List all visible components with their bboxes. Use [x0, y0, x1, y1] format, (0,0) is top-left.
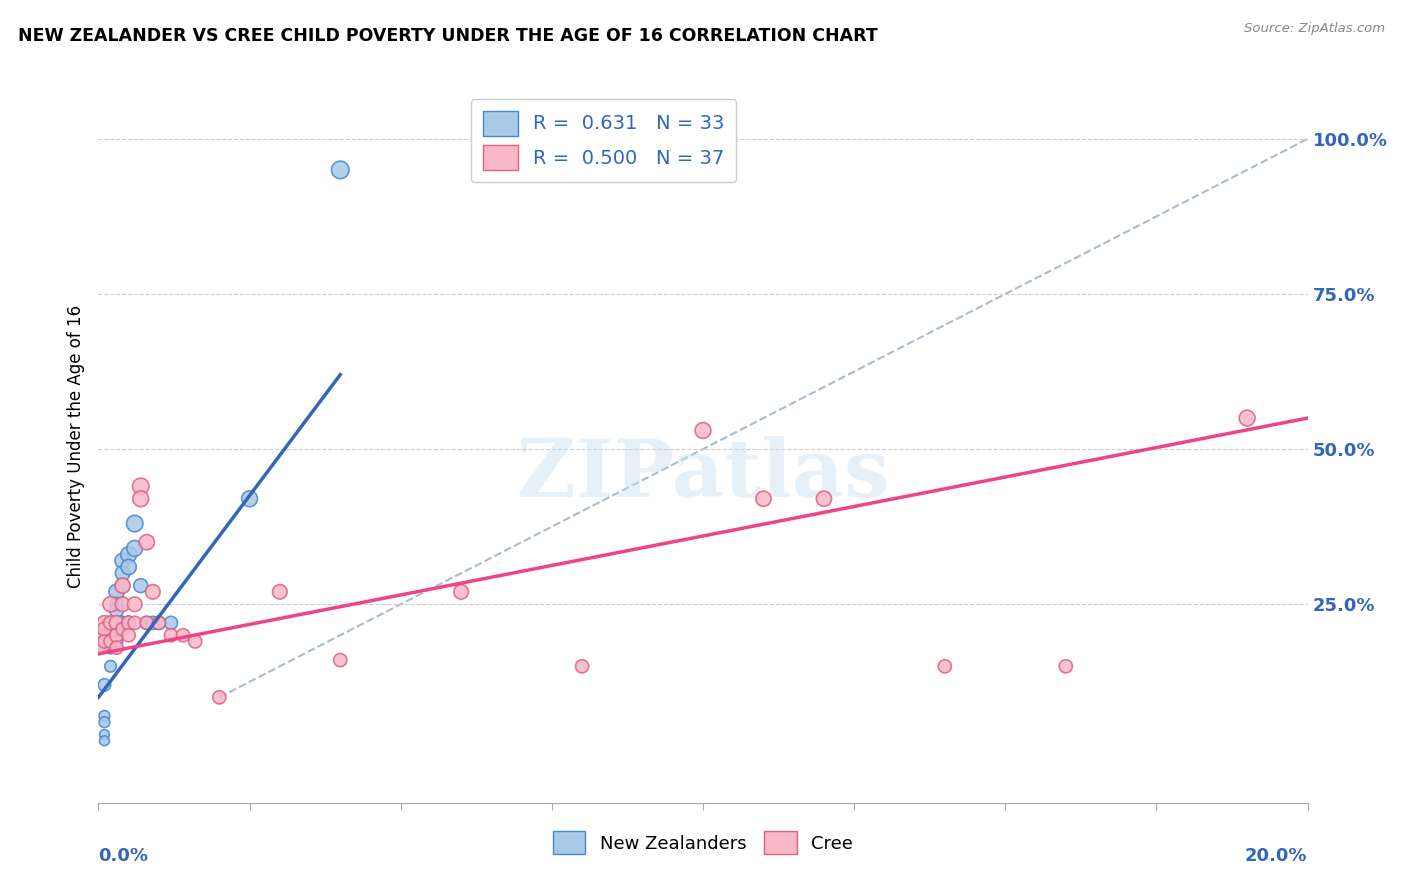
Point [87, 634, 110, 648]
Point [118, 615, 141, 630]
Point [1054, 659, 1077, 673]
Point [329, 653, 352, 667]
Point [142, 615, 165, 630]
Point [93, 709, 115, 723]
Point [129, 491, 152, 506]
Point [129, 479, 152, 493]
Point [100, 634, 122, 648]
Point [111, 554, 134, 568]
Point [93, 715, 115, 730]
Point [100, 659, 122, 673]
Point [148, 615, 170, 630]
Point [93, 622, 115, 636]
Point [93, 615, 115, 630]
Point [124, 615, 146, 630]
Point [135, 615, 157, 630]
Point [105, 628, 128, 642]
Point [160, 615, 183, 630]
Point [111, 622, 134, 636]
Point [118, 628, 141, 642]
Point [105, 615, 128, 630]
Point [239, 491, 262, 506]
Point [208, 690, 231, 705]
Point [118, 548, 141, 562]
Point [105, 597, 128, 611]
Point [934, 659, 956, 673]
Point [100, 634, 122, 648]
Point [111, 566, 134, 581]
Point [93, 727, 115, 741]
Point [100, 628, 122, 642]
Point [105, 634, 128, 648]
Point [100, 640, 122, 655]
Point [124, 516, 146, 531]
Point [105, 615, 128, 630]
Text: NEW ZEALANDER VS CREE CHILD POVERTY UNDER THE AGE OF 16 CORRELATION CHART: NEW ZEALANDER VS CREE CHILD POVERTY UNDE… [18, 27, 877, 45]
Point [752, 491, 775, 506]
Point [93, 733, 115, 747]
Point [105, 628, 128, 642]
Text: 20.0%: 20.0% [1246, 847, 1308, 865]
Point [105, 584, 128, 599]
Text: Source: ZipAtlas.com: Source: ZipAtlas.com [1244, 22, 1385, 36]
Point [100, 615, 122, 630]
Point [450, 584, 472, 599]
Point [111, 597, 134, 611]
Point [160, 628, 183, 642]
Point [1236, 411, 1258, 425]
Point [100, 597, 122, 611]
Point [100, 622, 122, 636]
Point [111, 579, 134, 593]
Point [329, 162, 352, 177]
Point [124, 541, 146, 556]
Text: ZIPatlas: ZIPatlas [517, 435, 889, 514]
Point [118, 615, 141, 630]
Y-axis label: Child Poverty Under the Age of 16: Child Poverty Under the Age of 16 [66, 304, 84, 588]
Point [148, 615, 170, 630]
Point [813, 491, 835, 506]
Point [172, 628, 194, 642]
Point [692, 424, 714, 438]
Point [571, 659, 593, 673]
Point [87, 634, 110, 648]
Point [135, 535, 157, 549]
Point [105, 603, 128, 617]
Point [111, 615, 134, 630]
Point [118, 560, 141, 574]
Point [111, 579, 134, 593]
Legend: New Zealanders, Cree: New Zealanders, Cree [546, 824, 860, 862]
Point [93, 678, 115, 692]
Point [129, 579, 152, 593]
Point [269, 584, 291, 599]
Text: 0.0%: 0.0% [98, 847, 149, 865]
Point [184, 634, 207, 648]
Point [105, 640, 128, 655]
Point [93, 634, 115, 648]
Point [135, 615, 157, 630]
Point [124, 597, 146, 611]
Point [142, 584, 165, 599]
